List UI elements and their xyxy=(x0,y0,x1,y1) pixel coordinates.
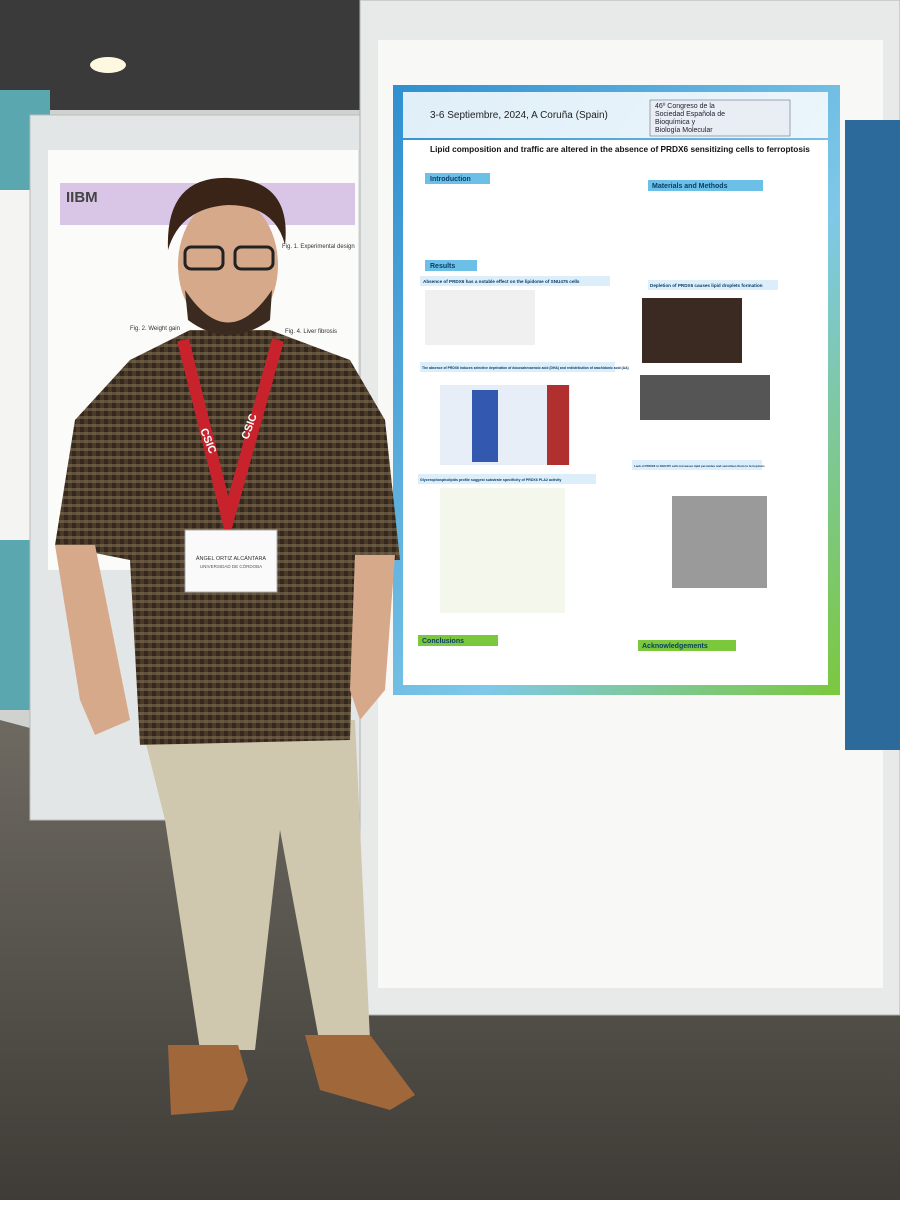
figure xyxy=(642,298,742,363)
section-tag xyxy=(425,260,477,271)
left-caption: Fig. 2. Weight gain xyxy=(130,326,180,332)
result-heading: Lack of PRDX6 in SNU475 cells increases … xyxy=(634,464,765,468)
result-heading: Glycerophospholipids profile suggest sub… xyxy=(420,478,561,482)
figure xyxy=(472,390,498,462)
congress-box xyxy=(649,99,791,137)
glasses xyxy=(183,245,225,271)
section-heading: Acknowledgements xyxy=(642,643,708,650)
trousers xyxy=(140,720,370,1050)
section-heading: Materials and Methods xyxy=(652,183,728,190)
section-tag xyxy=(638,640,736,651)
face xyxy=(178,197,278,333)
left-logo: IIBM xyxy=(66,189,98,206)
result-tag xyxy=(418,474,596,484)
ceiling xyxy=(0,0,370,110)
result-tag xyxy=(632,460,762,470)
section-tag xyxy=(425,173,490,184)
result-tag xyxy=(420,276,610,286)
section-tag xyxy=(648,180,763,191)
figure xyxy=(440,488,565,613)
section-heading: Conclusions xyxy=(422,638,464,645)
congress-line: Bioquímica y xyxy=(655,119,696,126)
result-tag xyxy=(648,280,778,290)
figure xyxy=(672,496,767,588)
shoe xyxy=(305,1035,415,1110)
poster-title: Lipid composition and traffic are altere… xyxy=(430,144,810,154)
left-caption: Fig. 1. Experimental design xyxy=(282,244,355,250)
beard xyxy=(185,290,272,335)
result-tag xyxy=(420,362,615,372)
result-heading: Absence of PRDX6 has a notable effect on… xyxy=(423,279,580,284)
congress-line: Sociedad Española de xyxy=(655,111,725,118)
badge-name: ÁNGEL ORTIZ ALCÁNTARA xyxy=(196,555,267,562)
arm xyxy=(350,555,395,720)
congress-line: 46º Congreso de la xyxy=(655,103,715,110)
badge-affiliation: UNIVERSIDAD DE CÓRDOBA xyxy=(200,563,262,569)
result-heading: The absence of PRDX6 induces selective d… xyxy=(422,366,629,370)
hair xyxy=(167,177,286,250)
lanyard xyxy=(177,338,284,544)
glasses xyxy=(233,245,275,271)
arm xyxy=(55,545,130,735)
section-tag xyxy=(418,635,498,646)
result-heading: Depletion of PRDX6 causes lipid droplets… xyxy=(650,283,763,288)
congress-line: Biología Molecular xyxy=(655,127,713,134)
left-caption: Fig. 4. Liver fibrosis xyxy=(285,329,337,335)
figure xyxy=(425,290,535,345)
figure xyxy=(640,375,770,420)
figure xyxy=(547,385,569,465)
section-heading: Introduction xyxy=(430,176,471,183)
side-poster xyxy=(845,120,900,750)
badge xyxy=(184,529,278,593)
poster-dates: 3-6 Septiembre, 2024, A Coruña (Spain) xyxy=(430,110,608,121)
shoe xyxy=(168,1045,248,1115)
light xyxy=(90,57,126,73)
section-heading: Results xyxy=(430,263,455,270)
